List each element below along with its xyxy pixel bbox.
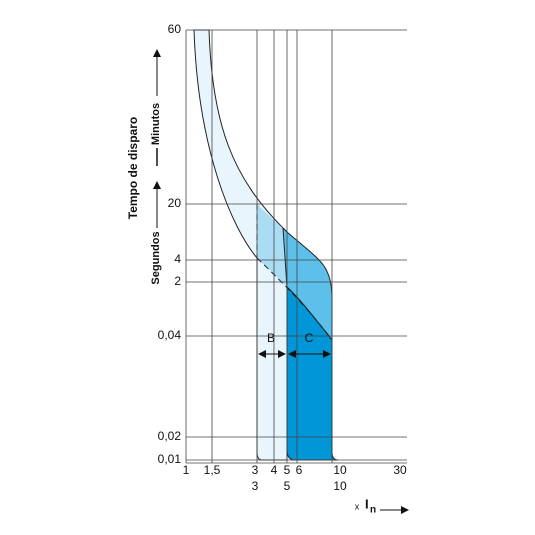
grid bbox=[185, 29, 407, 464]
band-b-upper bbox=[257, 204, 287, 287]
x-tick-label: 30 bbox=[393, 463, 407, 477]
y-tick-label: 0,04 bbox=[158, 328, 182, 342]
y-tick-label: 60 bbox=[168, 22, 182, 36]
x-tick-label: 10 bbox=[333, 463, 347, 477]
x-tick-label-second-row: 3 bbox=[252, 479, 259, 493]
y-tick-label: 0,01 bbox=[158, 452, 182, 466]
y-tick-label: 2 bbox=[174, 274, 181, 288]
y-tick-label: 0,02 bbox=[158, 429, 182, 443]
x-tick-label: 6 bbox=[296, 463, 303, 477]
x-axis-label: I bbox=[365, 496, 369, 511]
x-tick-label-second-row: 5 bbox=[284, 479, 291, 493]
seconds-label: Segundos bbox=[150, 231, 162, 284]
y-tick-label: 20 bbox=[168, 196, 182, 210]
minutes-label: Minutos bbox=[150, 103, 162, 145]
x-tick-label: 1 bbox=[183, 463, 190, 477]
y-tick-label: 4 bbox=[174, 252, 181, 266]
x-tick-label: 5 bbox=[284, 463, 291, 477]
curve-b-label: B bbox=[267, 331, 275, 345]
x-tick-label: 3 bbox=[252, 463, 259, 477]
x-axis-subscript: n bbox=[370, 505, 376, 516]
curve-c-label: C bbox=[305, 331, 314, 345]
y-axis-title: Tempo de disparo bbox=[126, 117, 140, 219]
x-tick-label: 1,5 bbox=[204, 463, 221, 477]
x-tick-label-second-row: 10 bbox=[333, 479, 347, 493]
x-tick-label: 4 bbox=[271, 463, 278, 477]
x-axis-prefix: x bbox=[355, 501, 360, 511]
dashed-curve bbox=[256, 257, 333, 341]
